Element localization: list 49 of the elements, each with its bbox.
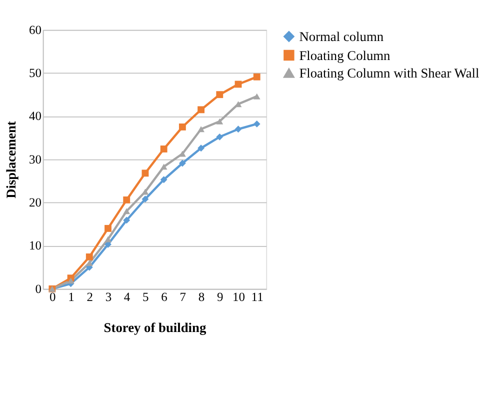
point (104, 236, 112, 242)
x-tick-label: 9 (216, 290, 224, 304)
point (198, 144, 204, 152)
x-axis-title: Storey of building (104, 320, 206, 336)
point (216, 91, 224, 98)
point (216, 133, 224, 140)
point (253, 73, 260, 80)
x-tick-label: 6 (161, 290, 168, 304)
point (198, 126, 204, 132)
legend-label: Floating Column with Shear Wall (299, 66, 480, 81)
point (86, 253, 93, 260)
x-tick-label: 3 (105, 290, 112, 304)
point (198, 106, 204, 114)
point (123, 216, 130, 224)
point (178, 124, 186, 130)
point (178, 160, 186, 167)
point (253, 93, 260, 100)
point (142, 196, 149, 203)
point (160, 176, 168, 184)
legend-label: Floating Column (299, 48, 391, 63)
y-tick-label: 60 (29, 22, 42, 37)
point (178, 150, 186, 157)
x-tick-label: 7 (180, 290, 186, 304)
x-tick-label: 1 (68, 290, 74, 304)
y-tick-label: 10 (29, 238, 42, 253)
point (160, 164, 168, 170)
x-tick-label: 10 (232, 290, 245, 304)
point (123, 196, 130, 204)
y-tick-label: 50 (29, 66, 42, 80)
point (142, 188, 149, 195)
point (123, 208, 130, 214)
point (67, 278, 74, 284)
x-tick-label: 8 (198, 290, 205, 304)
point (104, 224, 112, 232)
point (253, 120, 260, 128)
x-tick-label: 11 (251, 290, 264, 304)
y-tick-label: 40 (29, 109, 42, 124)
x-tick-label: 5 (142, 290, 149, 304)
y-tick-label: 20 (29, 196, 42, 210)
x-tick-label: 0 (50, 290, 56, 304)
y-axis-title: Displacement (4, 120, 19, 198)
legend-label: Normal column (299, 29, 384, 44)
point (216, 118, 224, 124)
x-tick-label: 4 (124, 290, 131, 304)
point (142, 170, 149, 177)
y-tick-label: 30 (29, 152, 42, 166)
x-tick-label: 2 (86, 290, 93, 304)
point (160, 146, 168, 152)
point (234, 126, 242, 133)
